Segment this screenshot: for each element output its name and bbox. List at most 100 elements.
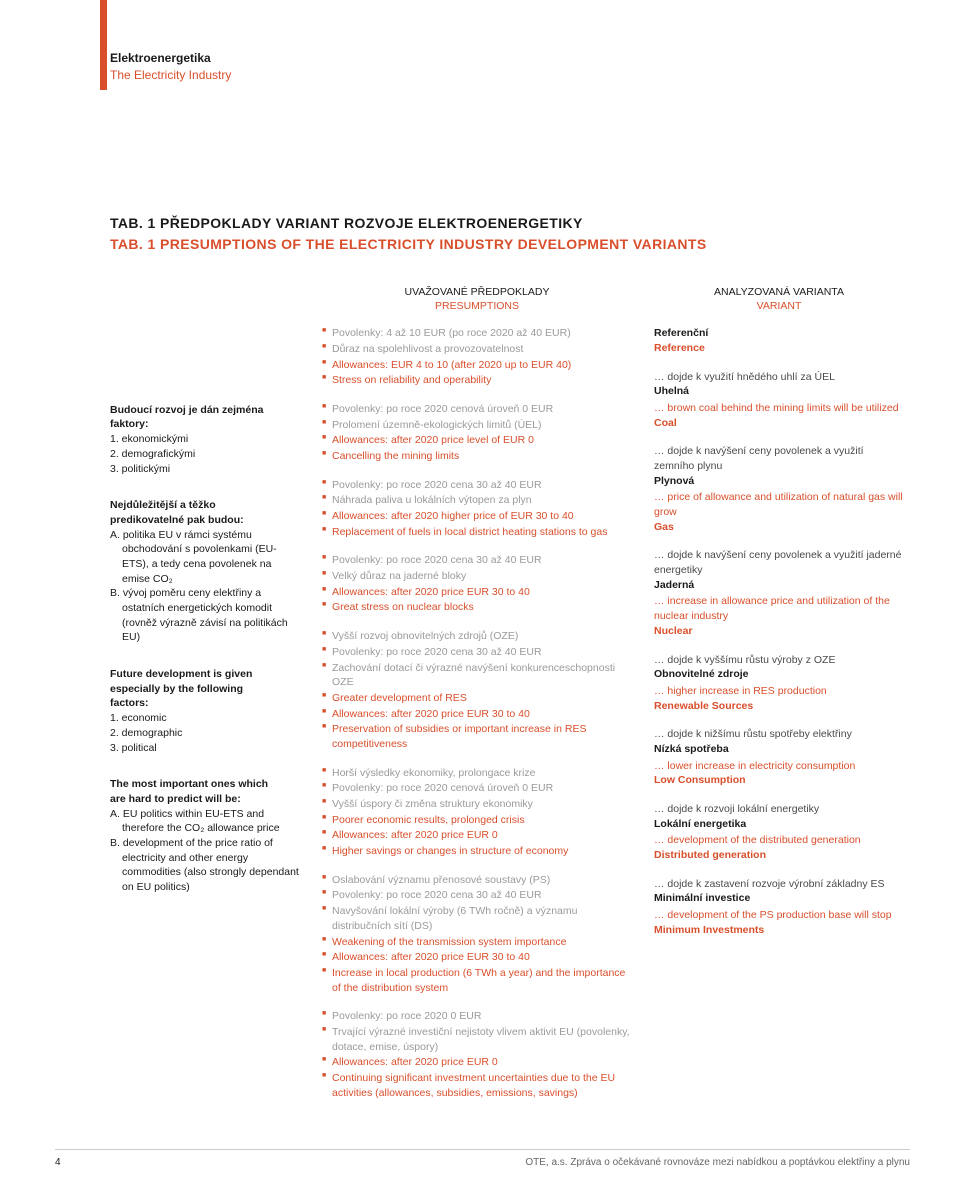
presumptions-head-cz: UVAŽOVANÉ PŘEDPOKLADY [322,285,632,300]
variant-desc-cz: … dojde k zastavení rozvoje výrobní zákl… [654,877,904,892]
presumption-item-en: Poorer economic results, prolonged crisi… [322,813,632,828]
variant-desc-cz: … dojde k navýšení ceny povolenek a využ… [654,444,904,473]
variant-name-cz: Obnovitelné zdroje [654,667,904,682]
left-block-item: B. development of the price ratio of ele… [110,836,300,895]
variant-name-en: Distributed generation [654,848,904,863]
left-column: Budoucí rozvoj je dán zejménafaktory:1. … [110,285,300,1115]
header-line-cz: Elektroenergetika [110,50,910,67]
variant-desc-cz: … dojde k využití hnědého uhlí za ÚEL [654,370,904,385]
presumption-item-en: Continuing significant investment uncert… [322,1071,632,1100]
presumptions-column: UVAŽOVANÉ PŘEDPOKLADY PRESUMPTIONS Povol… [322,285,632,1115]
presumption-item-cz: Trvající výrazné investiční nejistoty vl… [322,1025,632,1054]
left-block-item: 3. politickými [110,462,300,477]
left-block-heading: The most important ones which [110,777,300,792]
variant-block: … dojde k navýšení ceny povolenek a využ… [654,548,904,638]
presumption-item-en: Allowances: after 2020 price EUR 30 to 4… [322,707,632,722]
presumption-item-en: Allowances: after 2020 higher price of E… [322,509,632,524]
presumption-item-en: Preservation of subsidies or important i… [322,722,632,751]
variant-block: … dojde k navýšení ceny povolenek a využ… [654,444,904,534]
variant-desc-cz: … dojde k nižšímu růstu spotřeby elektři… [654,727,904,742]
left-block-item: 3. political [110,741,300,756]
variant-block: ReferenčníReference [654,326,904,355]
scenario-presumptions: Povolenky: 4 až 10 EUR (po roce 2020 až … [322,326,632,388]
variant-block: … dojde k rozvoji lokální energetikyLoká… [654,802,904,863]
variant-head: ANALYZOVANÁ VARIANTA VARIANT [654,285,904,314]
presumption-item-en: Allowances: after 2020 price EUR 0 [322,828,632,843]
presumption-item-cz: Vyšší rozvoj obnovitelných zdrojů (OZE) [322,629,632,644]
presumption-item-cz: Horší výsledky ekonomiky, prolongace kri… [322,766,632,781]
presumption-item-en: Allowances: after 2020 price EUR 30 to 4… [322,585,632,600]
left-block-item: A. politika EU v rámci systému obchodová… [110,528,300,587]
presumption-item-en: Stress on reliability and operability [322,373,632,388]
presumption-item-en: Great stress on nuclear blocks [322,600,632,615]
presumption-item-cz: Vyšší úspory či změna struktury ekonomik… [322,797,632,812]
presumption-item-en: Allowances: after 2020 price EUR 30 to 4… [322,950,632,965]
presumption-item-cz: Povolenky: po roce 2020 cena 30 až 40 EU… [322,888,632,903]
left-block-item: 2. demografickými [110,447,300,462]
left-block-heading: are hard to predict will be: [110,792,300,807]
presumption-item-en: Allowances: EUR 4 to 10 (after 2020 up t… [322,358,632,373]
table-title-cz: TAB. 1 PŘEDPOKLADY VARIANT ROZVOJE ELEKT… [110,214,910,234]
header-line-en: The Electricity Industry [110,67,910,84]
left-block: The most important ones whichare hard to… [110,777,300,895]
variant-desc-cz: … dojde k vyššímu růstu výroby z OZE [654,653,904,668]
left-block-item: 2. demographic [110,726,300,741]
page-header: Elektroenergetika The Electricity Indust… [110,50,910,84]
presumption-item-cz: Povolenky: po roce 2020 0 EUR [322,1009,632,1024]
variant-block: … dojde k nižšímu růstu spotřeby elektři… [654,727,904,788]
variant-name-en: Reference [654,341,904,356]
footer-text: OTE, a.s. Zpráva o očekávané rovnováze m… [525,1156,910,1170]
side-rule [100,0,107,90]
variant-name-cz: Lokální energetika [654,817,904,832]
variant-head-cz: ANALYZOVANÁ VARIANTA [654,285,904,300]
variant-block: … dojde k vyššímu růstu výroby z OZEObno… [654,653,904,714]
page-footer: 4 OTE, a.s. Zpráva o očekávané rovnováze… [55,1149,910,1170]
presumption-item-en: Replacement of fuels in local district h… [322,525,632,540]
variant-desc-en: … development of the PS production base … [654,908,904,923]
scenario-presumptions: Oslabování významu přenosové soustavy (P… [322,873,632,996]
left-block-heading: predikovatelné pak budou: [110,513,300,528]
scenario-presumptions: Vyšší rozvoj obnovitelných zdrojů (OZE)P… [322,629,632,752]
variant-name-en: Nuclear [654,624,904,639]
presumption-item-cz: Povolenky: po roce 2020 cena 30 až 40 EU… [322,553,632,568]
variant-desc-en: … price of allowance and utilization of … [654,490,904,519]
variant-name-en: Gas [654,520,904,535]
left-block-heading: Future development is given [110,667,300,682]
left-block: Nejdůležitější a těžkopredikovatelné pak… [110,498,300,645]
left-block: Future development is givenespecially by… [110,667,300,755]
presumption-item-cz: Povolenky: po roce 2020 cena 30 až 40 EU… [322,645,632,660]
variant-head-en: VARIANT [654,299,904,314]
presumptions-head: UVAŽOVANÉ PŘEDPOKLADY PRESUMPTIONS [322,285,632,314]
variant-desc-en: … increase in allowance price and utiliz… [654,594,904,623]
presumption-item-en: Greater development of RES [322,691,632,706]
table-title-en: TAB. 1 PRESUMPTIONS OF THE ELECTRICITY I… [110,235,910,255]
variant-name-cz: Minimální investice [654,891,904,906]
scenario-presumptions: Horší výsledky ekonomiky, prolongace kri… [322,766,632,859]
left-block-item: B. vývoj poměru ceny elektřiny a ostatní… [110,586,300,645]
variant-desc-cz: … dojde k rozvoji lokální energetiky [654,802,904,817]
presumption-item-en: Increase in local production (6 TWh a ye… [322,966,632,995]
scenario-presumptions: Povolenky: po roce 2020 cenová úroveň 0 … [322,402,632,464]
left-block-heading: factors: [110,696,300,711]
scenario-presumptions: Povolenky: po roce 2020 cena 30 až 40 EU… [322,478,632,540]
presumption-item-cz: Povolenky: 4 až 10 EUR (po roce 2020 až … [322,326,632,341]
presumption-item-en: Allowances: after 2020 price level of EU… [322,433,632,448]
left-block-item: 1. ekonomickými [110,432,300,447]
presumption-item-en: Allowances: after 2020 price EUR 0 [322,1055,632,1070]
presumption-item-cz: Důraz na spolehlivost a provozovatelnost [322,342,632,357]
variant-name-cz: Uhelná [654,384,904,399]
table-layout: Budoucí rozvoj je dán zejménafaktory:1. … [110,285,910,1115]
presumption-item-en: Weakening of the transmission system imp… [322,935,632,950]
presumption-item-cz: Prolomení územně-ekologických limitů (ÚE… [322,418,632,433]
presumption-item-cz: Povolenky: po roce 2020 cenová úroveň 0 … [322,402,632,417]
variant-name-en: Renewable Sources [654,699,904,714]
variant-name-en: Low Consumption [654,773,904,788]
presumption-item-cz: Navyšování lokální výroby (6 TWh ročně) … [322,904,632,933]
presumption-item-cz: Povolenky: po roce 2020 cena 30 až 40 EU… [322,478,632,493]
variant-name-en: Coal [654,416,904,431]
left-block-heading: especially by the following [110,682,300,697]
presumptions-head-en: PRESUMPTIONS [322,299,632,314]
variant-block: … dojde k využití hnědého uhlí za ÚELUhe… [654,370,904,431]
presumption-item-cz: Povolenky: po roce 2020 cenová úroveň 0 … [322,781,632,796]
left-block-heading: faktory: [110,417,300,432]
